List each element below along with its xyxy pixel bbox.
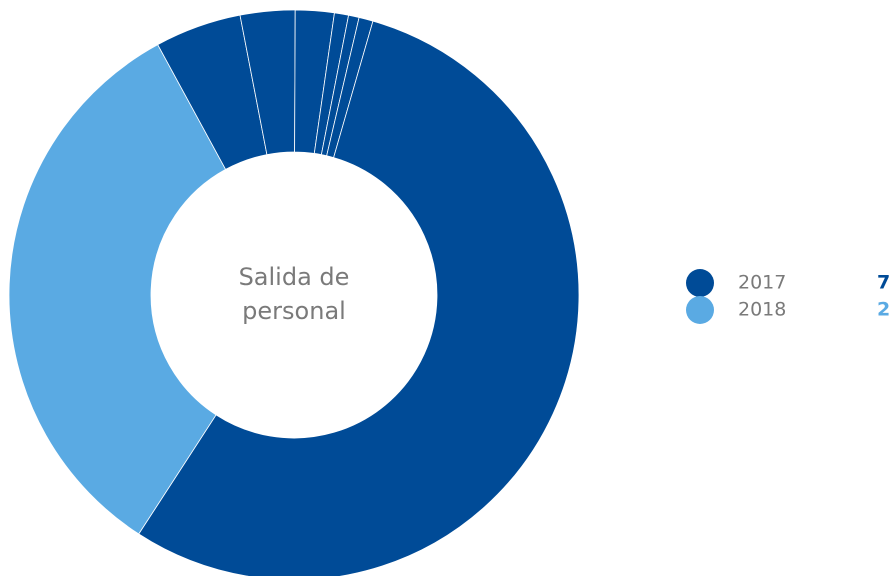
legend-label: 2017 [738,272,786,294]
legend-swatch [686,296,714,324]
slice [138,20,580,576]
center-label: Salida de [239,263,350,291]
slice [8,44,227,535]
slices [8,9,580,576]
legend-value: 7 [877,272,890,294]
legend-swatch [686,269,714,297]
legend-label: 2018 [738,299,786,321]
legend-value: 2 [877,299,890,321]
center-label: personal [242,297,346,325]
legend: 2017 7 2018 2 [686,269,890,324]
